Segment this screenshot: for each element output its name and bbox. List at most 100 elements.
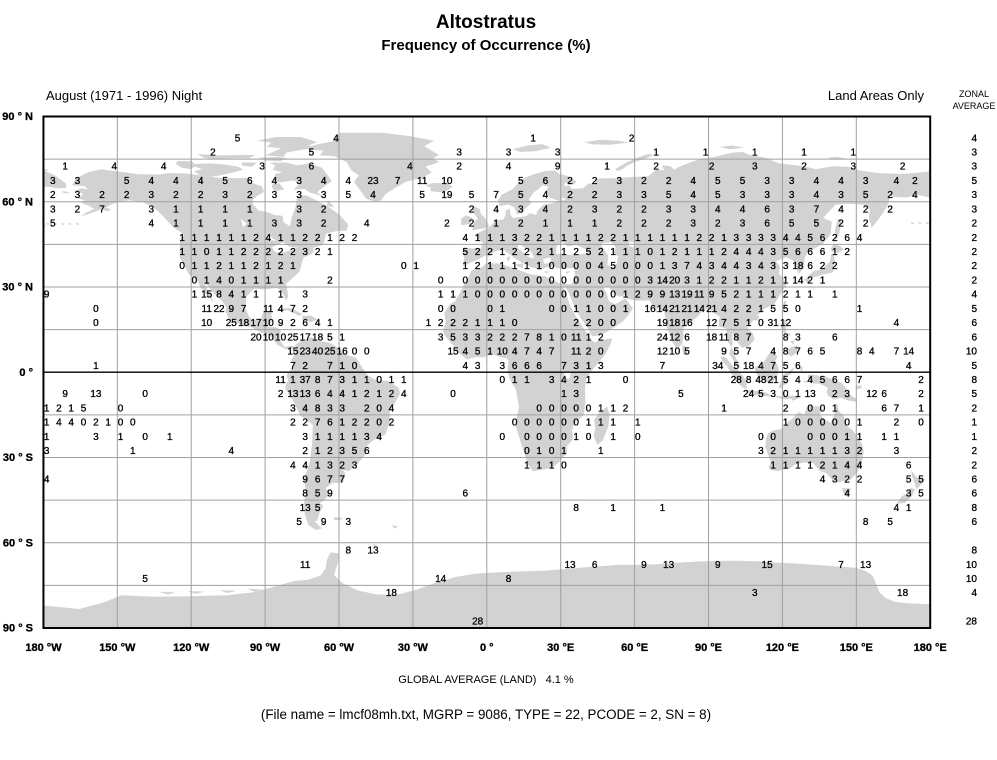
svg-text:0: 0 [81, 418, 87, 429]
svg-text:0: 0 [524, 418, 530, 429]
svg-text:28: 28 [966, 617, 978, 628]
svg-text:7: 7 [770, 361, 776, 372]
svg-text:9: 9 [321, 517, 327, 528]
svg-text:4: 4 [364, 219, 370, 230]
svg-text:3: 3 [222, 190, 228, 201]
svg-text:1: 1 [290, 375, 296, 386]
svg-text:1: 1 [315, 446, 321, 457]
svg-text:5: 5 [820, 375, 826, 386]
svg-text:0: 0 [179, 261, 185, 272]
svg-text:3: 3 [740, 190, 746, 201]
svg-text:7: 7 [315, 418, 321, 429]
svg-text:2: 2 [912, 176, 918, 187]
svg-text:16: 16 [681, 318, 693, 329]
svg-text:6: 6 [971, 517, 977, 528]
svg-text:0: 0 [586, 261, 592, 272]
svg-text:13: 13 [300, 389, 312, 400]
svg-text:0: 0 [610, 276, 616, 287]
svg-text:5: 5 [475, 347, 481, 358]
svg-text:3: 3 [44, 446, 50, 457]
svg-text:4: 4 [783, 233, 789, 244]
svg-text:1: 1 [770, 290, 776, 301]
svg-text:1: 1 [327, 432, 333, 443]
svg-text:4: 4 [844, 489, 850, 500]
svg-text:2: 2 [641, 219, 647, 230]
svg-text:5: 5 [81, 403, 87, 414]
svg-text:4: 4 [173, 176, 179, 187]
svg-text:4: 4 [229, 290, 235, 301]
svg-text:0: 0 [561, 304, 567, 315]
svg-text:0: 0 [561, 460, 567, 471]
svg-text:3: 3 [752, 162, 758, 173]
svg-text:1: 1 [512, 261, 518, 272]
svg-text:10: 10 [263, 318, 275, 329]
svg-text:8: 8 [857, 347, 863, 358]
svg-text:0: 0 [598, 304, 604, 315]
svg-text:3: 3 [339, 446, 345, 457]
svg-text:0: 0 [536, 403, 542, 414]
svg-text:28: 28 [472, 617, 484, 628]
svg-text:4: 4 [807, 375, 813, 386]
svg-text:3: 3 [758, 446, 764, 457]
svg-text:1: 1 [623, 290, 629, 301]
svg-text:1: 1 [844, 432, 850, 443]
svg-text:3: 3 [296, 190, 302, 201]
svg-text:4: 4 [68, 418, 74, 429]
svg-text:2: 2 [641, 176, 647, 187]
svg-text:1: 1 [820, 446, 826, 457]
svg-text:5: 5 [222, 176, 228, 187]
svg-text:0: 0 [635, 261, 641, 272]
svg-text:0: 0 [561, 418, 567, 429]
svg-text:11: 11 [571, 347, 582, 358]
svg-text:5: 5 [721, 290, 727, 301]
svg-text:1: 1 [746, 318, 752, 329]
svg-text:2: 2 [586, 318, 592, 329]
svg-text:5: 5 [734, 361, 740, 372]
svg-text:1: 1 [635, 233, 641, 244]
svg-text:5: 5 [807, 233, 813, 244]
svg-text:0: 0 [487, 304, 493, 315]
svg-text:3: 3 [734, 233, 740, 244]
svg-text:6: 6 [795, 361, 801, 372]
svg-text:2: 2 [567, 190, 573, 201]
svg-text:1: 1 [623, 247, 629, 258]
svg-text:6: 6 [327, 418, 333, 429]
svg-text:17: 17 [300, 332, 312, 343]
svg-text:2: 2 [198, 190, 204, 201]
svg-text:0: 0 [770, 432, 776, 443]
svg-text:19: 19 [441, 190, 453, 201]
svg-text:0: 0 [586, 432, 592, 443]
svg-text:5: 5 [315, 503, 321, 514]
svg-text:1: 1 [62, 162, 68, 173]
svg-text:2: 2 [971, 261, 977, 272]
svg-text:0: 0 [93, 304, 99, 315]
svg-text:1: 1 [746, 290, 752, 301]
svg-text:5: 5 [783, 375, 789, 386]
svg-text:2: 2 [573, 318, 579, 329]
svg-text:2: 2 [302, 233, 308, 244]
svg-text:3: 3 [770, 389, 776, 400]
svg-text:3: 3 [339, 403, 345, 414]
svg-text:13: 13 [300, 503, 312, 514]
svg-text:0: 0 [586, 290, 592, 301]
svg-text:10: 10 [263, 332, 275, 343]
svg-text:1: 1 [795, 290, 801, 301]
svg-text:12: 12 [657, 347, 669, 358]
svg-text:150 °W: 150 °W [99, 642, 136, 654]
svg-text:2: 2 [475, 247, 481, 258]
svg-text:16: 16 [645, 304, 657, 315]
svg-text:3: 3 [573, 361, 579, 372]
svg-text:8: 8 [783, 332, 789, 343]
svg-text:4: 4 [740, 204, 746, 215]
svg-text:8: 8 [506, 574, 512, 585]
svg-text:1: 1 [573, 432, 579, 443]
svg-text:0: 0 [475, 290, 481, 301]
svg-text:3: 3 [971, 204, 977, 215]
svg-text:60 ° S: 60 ° S [3, 537, 33, 549]
svg-text:0: 0 [623, 261, 629, 272]
svg-text:0: 0 [586, 403, 592, 414]
svg-text:1: 1 [463, 290, 469, 301]
svg-text:2: 2 [469, 204, 475, 215]
svg-text:2: 2 [610, 233, 616, 244]
svg-text:4: 4 [327, 389, 333, 400]
